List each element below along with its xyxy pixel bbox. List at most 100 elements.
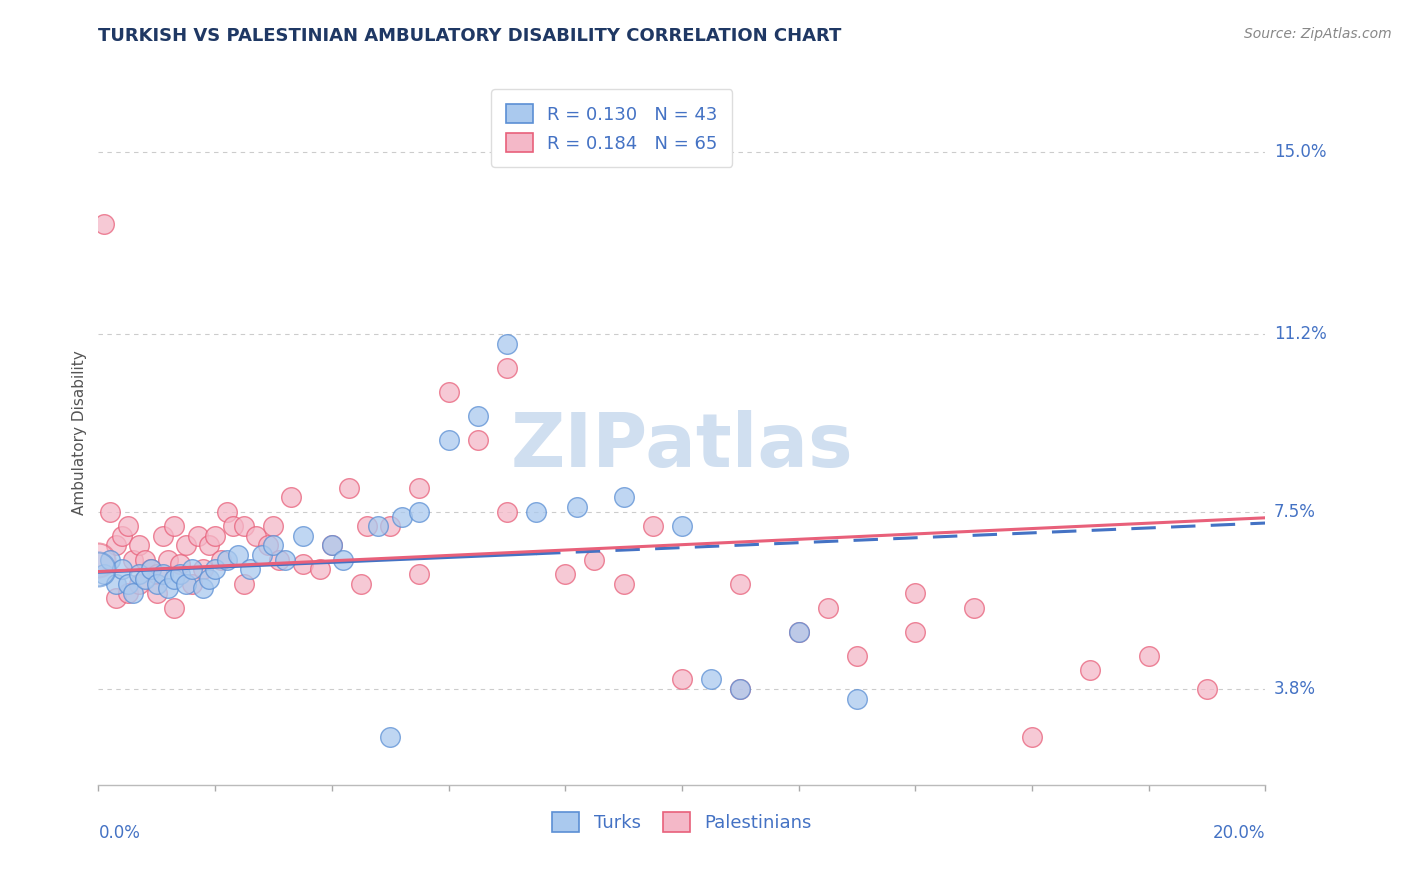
Text: 7.5%: 7.5% [1274, 503, 1316, 521]
Point [104, 591, 127, 605]
Point [1021, 730, 1043, 744]
Point [157, 582, 180, 596]
Point [524, 505, 547, 519]
Point [904, 586, 927, 600]
Point [111, 529, 134, 543]
Point [122, 586, 145, 600]
Point [1195, 682, 1218, 697]
Point [245, 529, 267, 543]
Point [117, 576, 139, 591]
Point [250, 548, 273, 562]
Point [700, 673, 723, 687]
Point [98, 552, 121, 566]
Point [262, 538, 284, 552]
Point [612, 576, 634, 591]
Point [467, 433, 489, 447]
Point [262, 519, 284, 533]
Point [146, 576, 169, 591]
Point [408, 505, 430, 519]
Point [332, 552, 354, 566]
Point [291, 529, 314, 543]
Point [496, 505, 519, 519]
Point [612, 491, 634, 505]
Point [408, 481, 430, 495]
Point [193, 582, 215, 596]
Point [671, 519, 693, 533]
Point [152, 529, 174, 543]
Point [337, 481, 360, 495]
Point [1137, 648, 1160, 663]
Point [309, 562, 332, 576]
Point [204, 562, 226, 576]
Point [496, 360, 519, 375]
Point [139, 562, 162, 576]
Point [1080, 663, 1102, 677]
Text: 0.0%: 0.0% [98, 824, 141, 842]
Point [134, 572, 156, 586]
Point [583, 552, 606, 566]
Point [152, 567, 174, 582]
Point [233, 519, 256, 533]
Point [641, 519, 664, 533]
Point [198, 538, 221, 552]
Point [122, 552, 145, 566]
Point [380, 730, 402, 744]
Text: 15.0%: 15.0% [1274, 144, 1326, 161]
Point [233, 576, 256, 591]
Point [163, 600, 186, 615]
Point [180, 576, 202, 591]
Point [117, 586, 139, 600]
Point [962, 600, 984, 615]
Point [256, 538, 278, 552]
Point [350, 576, 373, 591]
Point [846, 648, 869, 663]
Text: 20.0%: 20.0% [1213, 824, 1265, 842]
Point [93, 217, 115, 231]
Point [104, 538, 127, 552]
Point [391, 509, 413, 524]
Point [146, 567, 169, 582]
Text: ZIPatlas: ZIPatlas [510, 410, 853, 483]
Point [269, 552, 291, 566]
Point [274, 552, 297, 566]
Point [204, 529, 226, 543]
Point [730, 682, 752, 697]
Point [730, 576, 752, 591]
Point [554, 567, 576, 582]
Point [730, 682, 752, 697]
Point [215, 552, 238, 566]
Point [408, 567, 430, 582]
Point [157, 552, 180, 566]
Point [356, 519, 378, 533]
Point [228, 548, 250, 562]
Point [134, 552, 156, 566]
Point [93, 567, 115, 582]
Point [169, 558, 191, 572]
Text: 11.2%: 11.2% [1274, 326, 1326, 343]
Point [215, 505, 238, 519]
Point [565, 500, 588, 514]
Point [163, 572, 186, 586]
Point [787, 624, 810, 639]
Point [221, 519, 243, 533]
Point [367, 519, 389, 533]
Point [174, 538, 197, 552]
Point [87, 562, 110, 576]
Point [174, 576, 197, 591]
Point [291, 558, 314, 572]
Point [128, 576, 150, 591]
Point [104, 576, 127, 591]
Point [139, 562, 162, 576]
Point [321, 538, 343, 552]
Point [787, 624, 810, 639]
Point [321, 538, 343, 552]
Y-axis label: Ambulatory Disability: Ambulatory Disability [72, 351, 87, 515]
Point [128, 538, 150, 552]
Point [817, 600, 839, 615]
Point [111, 562, 134, 576]
Point [380, 519, 402, 533]
Point [193, 562, 215, 576]
Point [169, 567, 191, 582]
Point [180, 562, 202, 576]
Point [87, 552, 110, 566]
